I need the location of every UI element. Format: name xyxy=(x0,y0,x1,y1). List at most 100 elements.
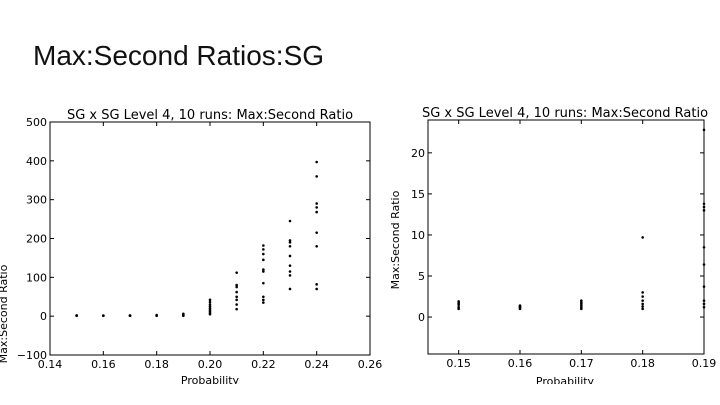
data-point xyxy=(262,252,265,256)
data-point xyxy=(288,264,292,267)
y-tick-label: 200 xyxy=(26,233,47,246)
x-tick-label: 0.16 xyxy=(508,357,533,370)
x-axis-label: Probability xyxy=(181,374,240,384)
scatter-chart-left: SG x SG Level 4, 10 runs: Max:Second Rat… xyxy=(0,108,383,384)
y-tick-label: 15 xyxy=(411,188,425,201)
data-point xyxy=(182,312,185,316)
data-point xyxy=(641,291,644,294)
data-point xyxy=(315,202,318,205)
data-point xyxy=(518,304,522,307)
y-tick-label: 100 xyxy=(26,271,47,284)
data-point xyxy=(262,248,265,251)
y-tick-label: 500 xyxy=(26,116,47,129)
y-tick-label: 300 xyxy=(26,194,47,207)
data-point xyxy=(315,206,318,209)
data-point xyxy=(702,302,706,306)
data-point xyxy=(235,290,238,294)
data-point xyxy=(235,283,238,287)
data-point xyxy=(641,299,644,302)
data-point xyxy=(235,271,238,274)
data-point xyxy=(315,287,318,291)
data-point xyxy=(262,244,265,247)
data-point xyxy=(315,244,318,248)
data-point xyxy=(288,239,292,242)
data-point xyxy=(288,254,292,258)
data-point xyxy=(702,285,706,288)
chart-title: SG x SG Level 4, 10 runs: Max:Second Rat… xyxy=(422,106,708,121)
data-point xyxy=(128,314,132,317)
slide-title: Max:Second Ratios:SG xyxy=(33,40,325,71)
data-point xyxy=(315,175,318,178)
data-point xyxy=(262,281,265,285)
y-tick-label: −100 xyxy=(17,349,47,362)
data-point xyxy=(702,202,706,206)
y-tick-label: 0 xyxy=(40,310,47,323)
data-point xyxy=(262,270,265,273)
data-point xyxy=(262,258,265,262)
data-point xyxy=(641,295,644,298)
x-tick-label: 0.24 xyxy=(304,358,329,371)
x-axis-label: Probability xyxy=(536,375,595,384)
data-point xyxy=(288,274,292,277)
data-point xyxy=(288,287,292,291)
data-point xyxy=(262,268,265,271)
x-tick-label: 0.17 xyxy=(569,357,594,370)
y-tick-label: 0 xyxy=(418,311,425,324)
data-point xyxy=(75,314,78,317)
data-point xyxy=(315,160,318,164)
data-point xyxy=(315,210,318,214)
x-tick-label: 0.16 xyxy=(91,358,116,371)
y-tick-label: 5 xyxy=(418,270,425,283)
data-point xyxy=(288,270,292,273)
data-point xyxy=(262,298,265,302)
data-point xyxy=(457,305,460,309)
data-point xyxy=(102,314,105,317)
data-point xyxy=(641,302,644,306)
x-tick-label: 0.18 xyxy=(144,358,169,371)
x-tick-label: 0.20 xyxy=(198,358,223,371)
data-point xyxy=(702,128,706,132)
data-point xyxy=(288,241,292,244)
data-point xyxy=(235,303,238,306)
data-point xyxy=(262,295,265,299)
x-tick-label: 0.14 xyxy=(38,358,63,371)
x-tick-label: 0.15 xyxy=(446,357,471,370)
data-point xyxy=(641,307,644,311)
data-point xyxy=(702,209,706,212)
data-point xyxy=(288,219,292,223)
y-tick-label: 10 xyxy=(411,229,425,242)
data-point xyxy=(155,313,158,317)
data-point xyxy=(235,307,238,311)
x-tick-label: 0.26 xyxy=(358,358,383,371)
scatter-chart-right: SG x SG Level 4, 10 runs: Max:Second Rat… xyxy=(389,106,717,384)
data-point xyxy=(288,244,292,248)
data-point xyxy=(208,298,212,302)
data-point xyxy=(457,300,460,303)
y-tick-label: 400 xyxy=(26,155,47,168)
data-point xyxy=(208,305,212,308)
data-point xyxy=(315,283,318,286)
plot-frame xyxy=(49,121,371,356)
data-point xyxy=(641,305,644,308)
data-point xyxy=(235,298,238,302)
data-point xyxy=(235,295,238,299)
data-point xyxy=(641,236,644,239)
y-axis-label: Max:Second Ratio xyxy=(0,264,10,363)
data-point xyxy=(702,305,706,309)
data-point xyxy=(702,205,706,209)
y-axis-label: Max:Second Ratio xyxy=(389,190,402,289)
x-tick-label: 0.22 xyxy=(251,358,276,371)
data-point xyxy=(315,231,318,234)
data-point xyxy=(702,263,706,266)
data-point xyxy=(208,303,212,306)
x-tick-label: 0.18 xyxy=(630,357,655,370)
y-tick-label: 20 xyxy=(411,147,425,160)
plot-frame xyxy=(427,119,705,355)
x-tick-label: 0.19 xyxy=(692,357,717,370)
data-point xyxy=(702,299,706,302)
data-point xyxy=(262,301,265,304)
chart-title: SG x SG Level 4, 10 runs: Max:Second Rat… xyxy=(67,108,353,123)
data-point xyxy=(702,245,706,249)
data-point xyxy=(208,307,212,310)
data-point xyxy=(208,300,212,304)
